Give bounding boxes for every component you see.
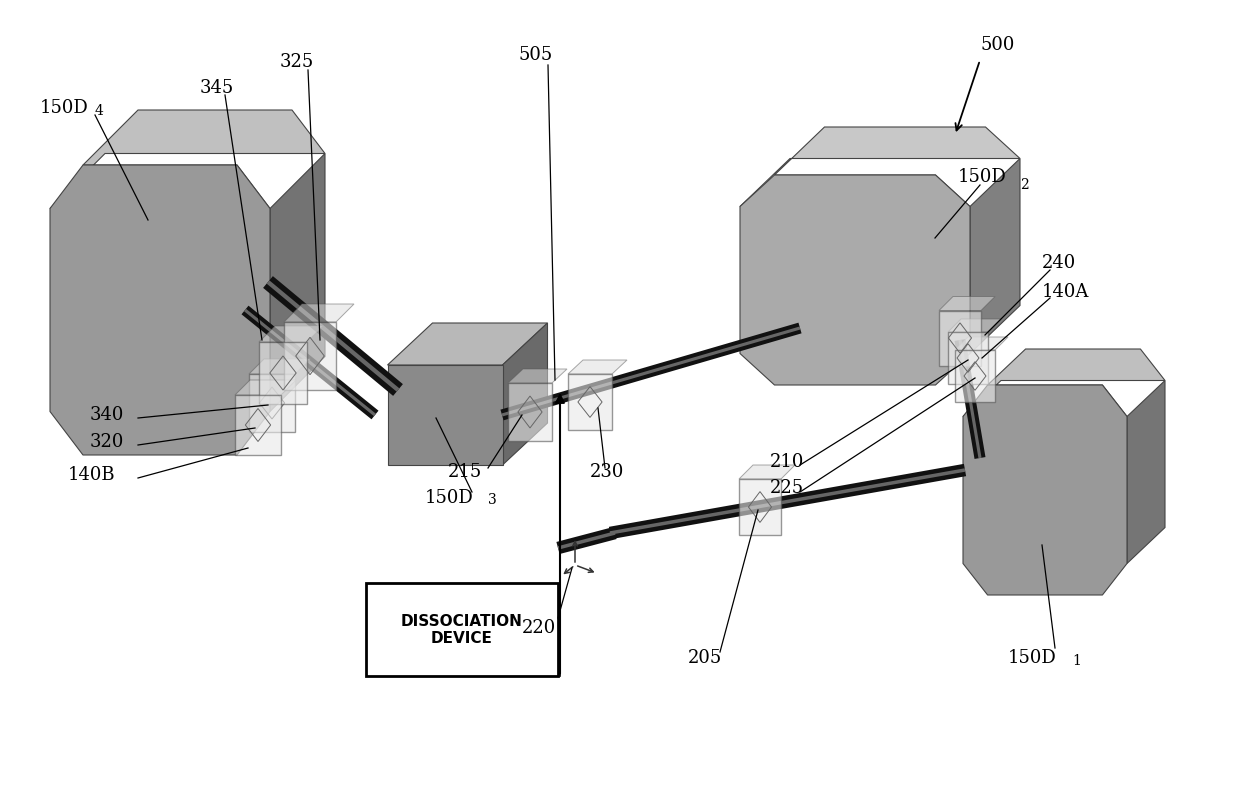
Text: 505: 505 bbox=[518, 46, 552, 64]
Polygon shape bbox=[50, 165, 270, 455]
Text: 320: 320 bbox=[91, 433, 124, 451]
Text: 210: 210 bbox=[770, 453, 805, 471]
Text: 150D: 150D bbox=[425, 489, 474, 507]
Polygon shape bbox=[939, 310, 981, 365]
Text: 150D: 150D bbox=[959, 168, 1007, 186]
Polygon shape bbox=[568, 360, 627, 374]
Polygon shape bbox=[284, 304, 353, 322]
Polygon shape bbox=[50, 110, 325, 208]
Polygon shape bbox=[366, 583, 558, 676]
Text: 4: 4 bbox=[95, 104, 104, 118]
Polygon shape bbox=[739, 465, 795, 479]
Text: 3: 3 bbox=[489, 493, 497, 507]
Text: 1: 1 bbox=[1073, 654, 1081, 668]
Polygon shape bbox=[949, 319, 1001, 332]
Polygon shape bbox=[249, 374, 295, 432]
Polygon shape bbox=[249, 359, 310, 374]
Polygon shape bbox=[284, 322, 336, 390]
Text: 205: 205 bbox=[688, 649, 722, 667]
Polygon shape bbox=[739, 479, 781, 535]
Polygon shape bbox=[236, 395, 281, 455]
Text: 230: 230 bbox=[590, 463, 625, 481]
Polygon shape bbox=[1127, 381, 1166, 564]
Polygon shape bbox=[955, 350, 994, 402]
Polygon shape bbox=[259, 342, 308, 404]
Text: 500: 500 bbox=[980, 36, 1014, 54]
Polygon shape bbox=[949, 332, 988, 384]
Text: 2: 2 bbox=[1021, 178, 1029, 192]
Text: 220: 220 bbox=[522, 619, 557, 637]
Polygon shape bbox=[970, 159, 1021, 353]
Text: 150D: 150D bbox=[40, 99, 89, 117]
Text: 240: 240 bbox=[1042, 254, 1076, 272]
Polygon shape bbox=[387, 365, 502, 465]
Text: 325: 325 bbox=[280, 53, 314, 71]
Polygon shape bbox=[236, 380, 296, 395]
Polygon shape bbox=[963, 349, 1166, 416]
Polygon shape bbox=[963, 385, 1127, 595]
Text: 140B: 140B bbox=[68, 466, 115, 484]
Polygon shape bbox=[502, 323, 548, 465]
Text: 345: 345 bbox=[200, 79, 234, 97]
Text: 215: 215 bbox=[448, 463, 482, 481]
Polygon shape bbox=[387, 323, 548, 365]
Text: 150D: 150D bbox=[1008, 649, 1056, 667]
Polygon shape bbox=[259, 326, 322, 342]
Polygon shape bbox=[740, 175, 970, 385]
Polygon shape bbox=[740, 127, 1021, 207]
Text: 225: 225 bbox=[770, 479, 804, 497]
Polygon shape bbox=[508, 383, 552, 441]
Text: 340: 340 bbox=[91, 406, 124, 424]
Polygon shape bbox=[568, 374, 613, 430]
Polygon shape bbox=[939, 296, 994, 310]
Text: 140A: 140A bbox=[1042, 283, 1090, 301]
Polygon shape bbox=[270, 154, 325, 411]
Polygon shape bbox=[955, 337, 1008, 350]
Polygon shape bbox=[508, 369, 567, 383]
Text: DISSOCIATION
DEVICE: DISSOCIATION DEVICE bbox=[401, 614, 523, 646]
